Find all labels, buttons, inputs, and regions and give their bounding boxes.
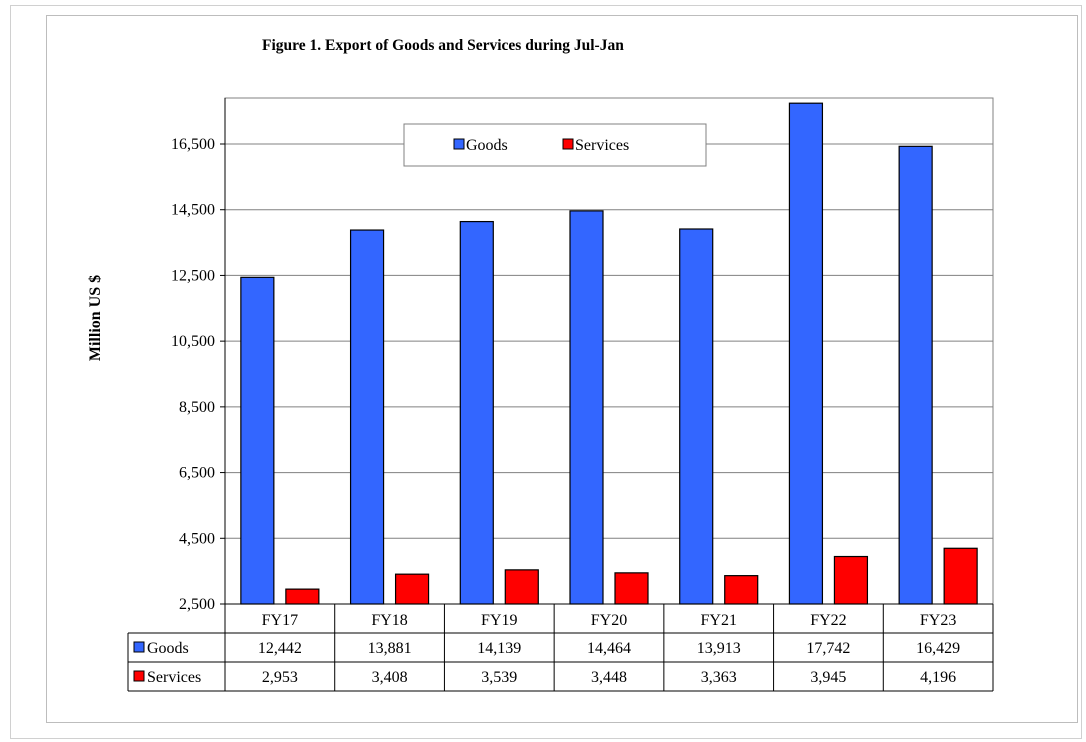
x-tick-label: FY18 [371,612,407,629]
data-label: 3,408 [372,669,408,686]
data-table: FY17 FY18 FY19 FY20 FY21 FY22 FY23 Goods 12,442 1… [127,604,994,692]
axes: 2,500 4,500 6,500 8,500 10,500 12,500 14,500 16… [171,97,994,613]
legend-box [403,123,707,167]
services-bar-fy19 [504,569,539,605]
services-bar-fy20 [614,572,649,605]
plot-area [224,97,994,605]
data-label: 16,429 [916,640,960,657]
services-bar-fy23 [943,547,978,605]
x-tick-label: FY23 [920,612,956,629]
chart-frame [46,15,1078,723]
goods-bar-fy18 [349,229,385,605]
y-tick-label: 10,500 [171,333,215,350]
services-table-key [133,670,145,682]
goods-bar-fy20 [569,210,604,605]
table-series-name: Services [147,669,201,686]
services-bar-fy22 [833,555,869,605]
goods-bar-fy22 [788,102,824,605]
y-tick-label: 14,500 [171,202,215,219]
chart-title: Figure 1. Export of Goods and Services d… [262,37,624,54]
goods-bar-fy17 [240,276,275,605]
gridlines [225,143,993,605]
goods-table-key [133,641,145,653]
data-label: 14,139 [477,640,521,657]
x-tick-label: FY20 [591,612,627,629]
data-label: 13,913 [697,640,741,657]
y-tick-label: 8,500 [179,399,215,416]
y-tick-label: 12,500 [171,267,215,284]
data-label: 3,945 [810,669,846,686]
outer-frame [10,5,1082,739]
services-bar-fy17 [285,588,320,605]
legend: Goods Services [403,123,707,167]
y-axis-label: Million US $ [87,275,104,361]
goods-bar-fy21 [679,228,714,605]
goods-bar-fy23 [898,145,933,605]
data-label: 12,442 [258,640,302,657]
data-label: 14,464 [587,640,631,657]
data-label: 3,539 [481,669,517,686]
legend-key-goods [453,138,465,150]
x-tick-label: FY22 [810,612,846,629]
y-tick-label: 2,500 [179,596,215,613]
legend-key-services [562,138,574,150]
y-tick-label: 16,500 [171,136,215,153]
data-label: 4,196 [920,669,956,686]
goods-bar-fy19 [459,220,494,605]
x-tick-label: FY17 [262,612,298,629]
y-tick-label: 6,500 [179,465,215,482]
services-bar-fy21 [724,575,759,605]
data-label: 17,742 [806,640,850,657]
data-label: 2,953 [262,669,298,686]
services-bar-fy18 [394,573,430,605]
bars [240,102,978,605]
x-tick-label: FY19 [481,612,517,629]
data-label: 3,363 [701,669,737,686]
legend-label: Goods [466,137,508,154]
data-label: 3,448 [591,669,627,686]
y-tick-label: 4,500 [179,530,215,547]
x-tick-label: FY21 [700,612,736,629]
data-label: 13,881 [368,640,412,657]
legend-label: Services [575,137,629,154]
table-series-name: Goods [147,640,189,657]
